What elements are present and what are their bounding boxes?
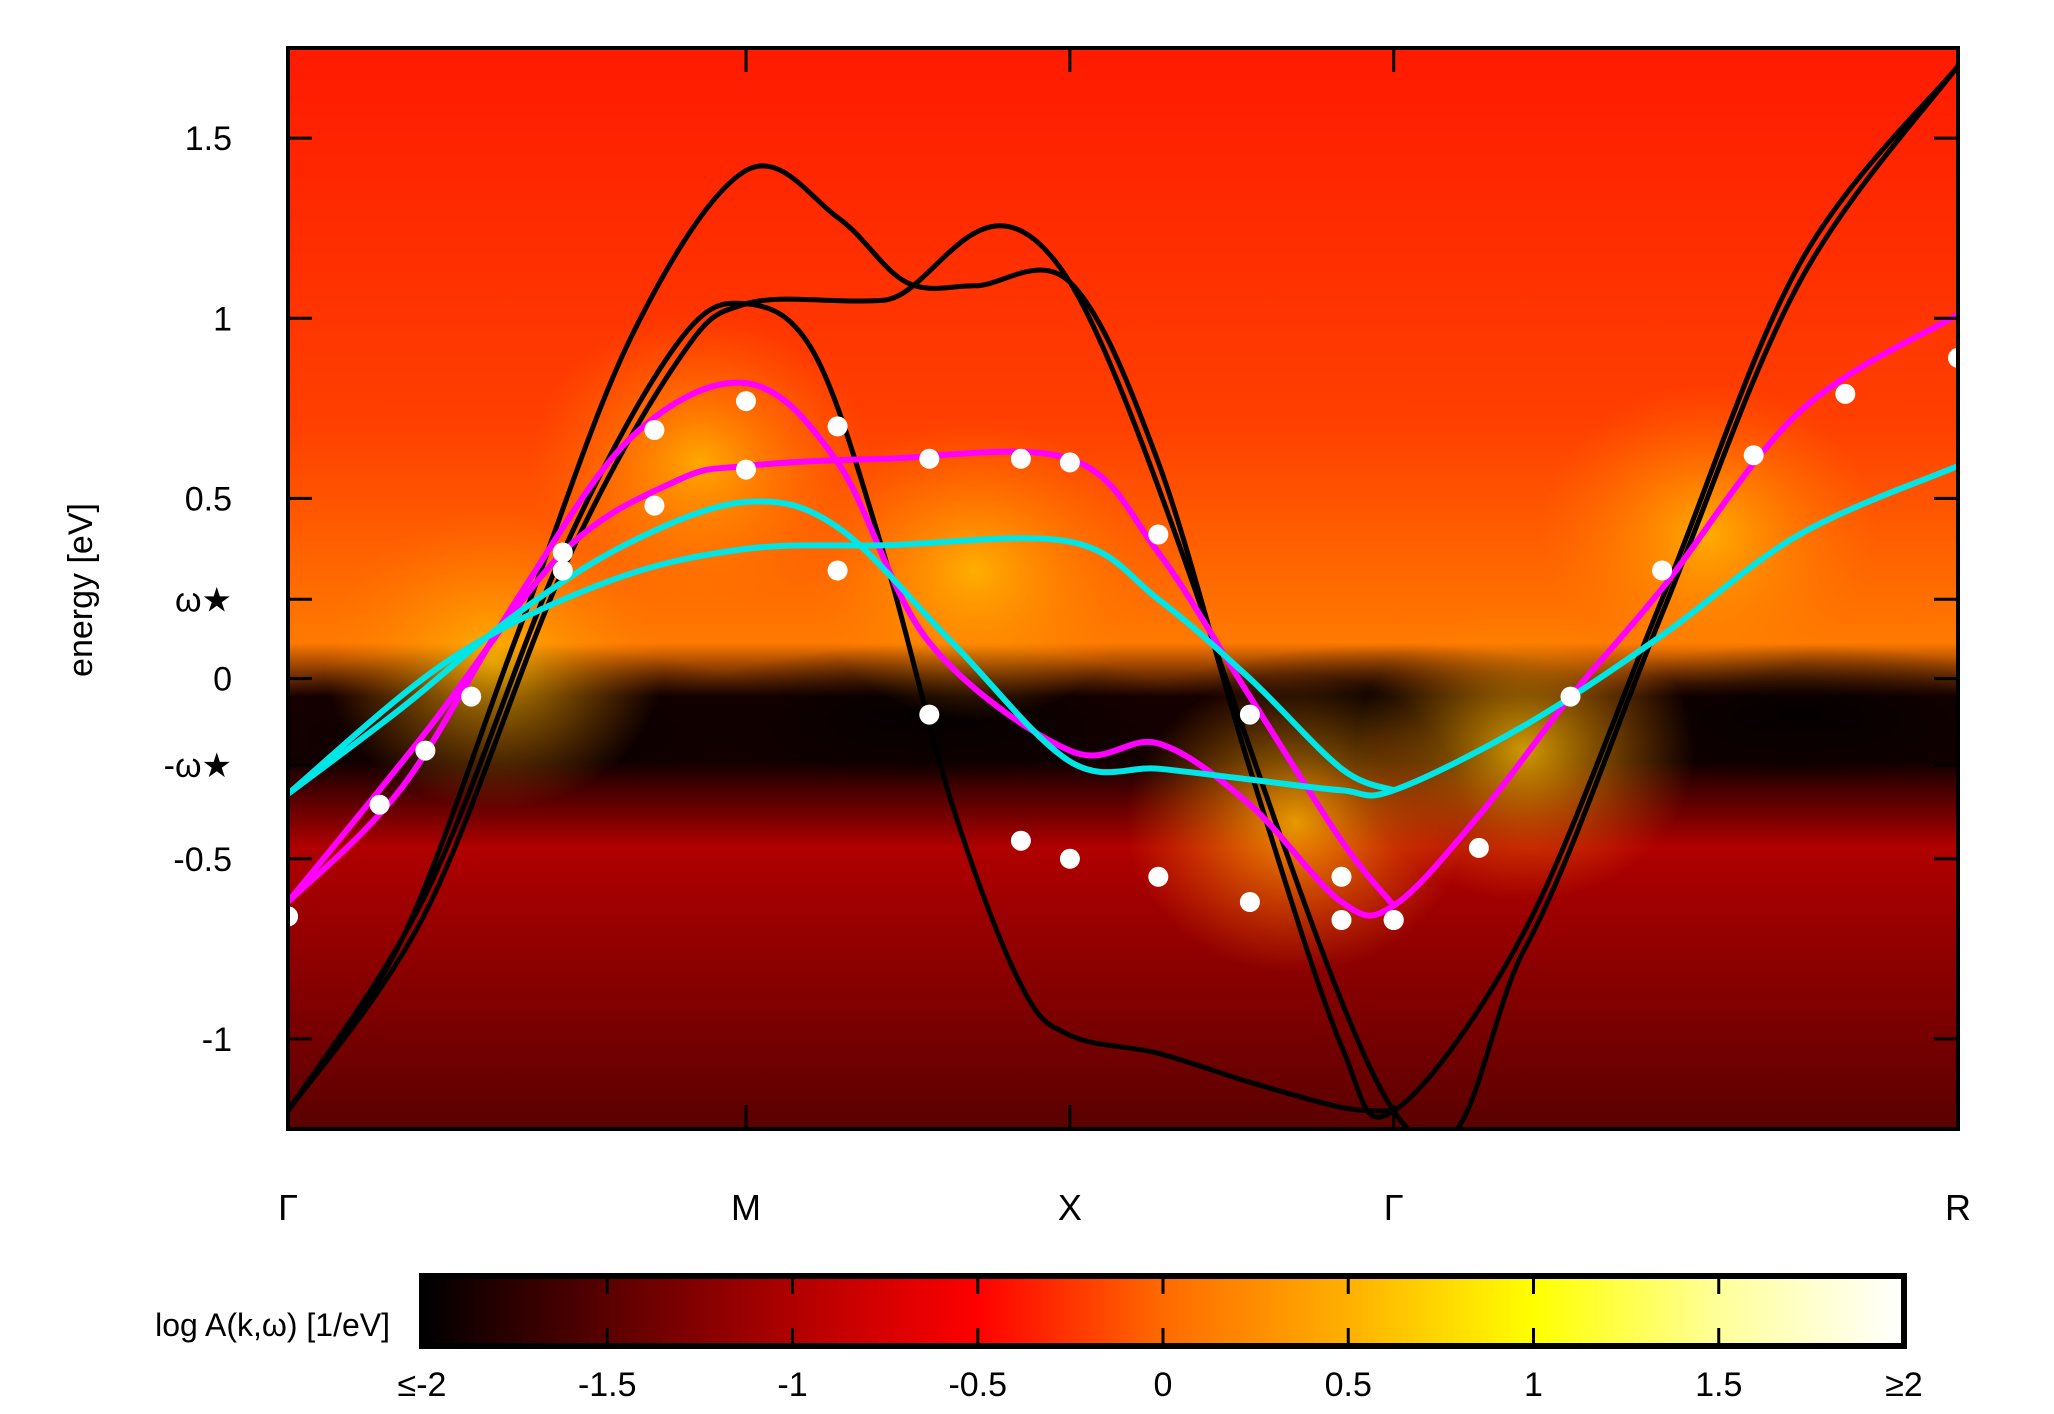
colorbar-tick-label: ≤-2 <box>398 1366 447 1404</box>
heatmap-band-glow <box>805 420 1146 721</box>
band-line-6 <box>288 535 1395 797</box>
band-point-8-6 <box>919 704 940 725</box>
heatmap-band-glow <box>1537 384 1878 685</box>
band-point-8-11 <box>1331 910 1352 930</box>
colorbar-ticks: ≤-2 -1.5 -1 -0.5 0 0.5 1 1.5 ≥2 <box>398 1276 1923 1404</box>
band-point-8-5 <box>827 560 848 581</box>
band-point-7-12 <box>1331 866 1352 887</box>
band-point-8-8 <box>1059 848 1080 869</box>
band-point-7-7 <box>919 448 940 469</box>
band-point-7-8 <box>1010 448 1031 469</box>
plot-frame <box>286 46 1960 1131</box>
band-point-8-12 <box>1383 910 1404 930</box>
band-point-8-1 <box>415 740 436 761</box>
axes: 1.5 1 0.5 ω★ 0 -ω★ -0.5 -1 Γ M X Γ R <box>164 48 1971 1228</box>
band-point-7-18 <box>1835 383 1856 404</box>
band-line-2 <box>288 64 1958 1129</box>
y-axis-title: energy [eV] <box>62 503 100 677</box>
band-point-7-5 <box>736 391 756 412</box>
band-series-layer <box>288 64 1958 1129</box>
colorbar-tick-label: -1.5 <box>578 1366 637 1404</box>
band-line-4 <box>288 448 1397 908</box>
band-point-8-2 <box>552 560 573 581</box>
band-point-7-11 <box>1239 704 1260 725</box>
band-point-7-17 <box>1743 445 1764 466</box>
band-line-3 <box>288 312 1958 919</box>
colorbar-tick-label: 1 <box>1524 1366 1543 1404</box>
heatmap-band-glow <box>1354 600 1695 901</box>
colorbar-tick-label: -1 <box>777 1366 807 1404</box>
colorbar-tick-label: 1.5 <box>1695 1366 1742 1404</box>
band-line-5 <box>288 463 1958 799</box>
band-line-1 <box>288 300 1394 1114</box>
colorbar: log A(k,ω) [1/eV] ≤-2 -1.5 -1 -0.5 0 0.5 1 1.5 ≥… <box>155 1273 1923 1404</box>
y-tick-label: -0.5 <box>173 841 232 879</box>
band-point-7-15 <box>1560 686 1581 707</box>
colorbar-tick-label: 0 <box>1154 1366 1173 1404</box>
y-tick-label: ω★ <box>175 581 232 619</box>
y-tick-label: 0 <box>213 661 232 699</box>
heatmap-band-glow <box>530 312 871 613</box>
colorbar-tick-label: -0.5 <box>948 1366 1007 1404</box>
y-tick-label: -ω★ <box>164 747 232 785</box>
spectral-function-heatmap <box>288 48 1958 1129</box>
x-tick-label: Γ <box>1384 1187 1404 1228</box>
band-point-8-10 <box>1239 892 1260 912</box>
band-point-8-0 <box>288 906 298 927</box>
band-point-8-9 <box>1148 866 1169 887</box>
colorbar-tick-label: 0.5 <box>1325 1366 1372 1404</box>
heatmap-band-glow <box>324 510 665 811</box>
band-point-7-6 <box>827 416 848 437</box>
x-tick-label: R <box>1945 1187 1971 1228</box>
y-tick-label: 0.5 <box>185 480 232 518</box>
band-point-8-7 <box>1010 830 1031 851</box>
band-point-8-4 <box>736 459 756 480</box>
band-point-7-14 <box>1468 837 1489 858</box>
y-tick-label: 1.5 <box>185 120 232 158</box>
x-tick-label: X <box>1058 1187 1082 1228</box>
x-tick-label: M <box>731 1187 761 1228</box>
band-point-7-10 <box>1148 524 1169 545</box>
band-point-7-19 <box>1948 347 1958 368</box>
colorbar-title: log A(k,ω) [1/eV] <box>155 1307 390 1343</box>
band-point-7-3 <box>552 542 573 563</box>
band-point-7-16 <box>1652 560 1673 581</box>
band-line-0 <box>288 64 1958 1120</box>
band-point-7-2 <box>461 686 482 707</box>
y-tick-label: 1 <box>213 300 232 338</box>
band-point-7-4 <box>644 420 665 440</box>
colorbar-tick-label: ≥2 <box>1885 1366 1923 1404</box>
band-point-7-1 <box>369 794 390 815</box>
x-tick-label: Γ <box>278 1187 298 1228</box>
band-point-7-9 <box>1059 452 1080 473</box>
y-tick-label: -1 <box>202 1021 232 1059</box>
band-point-8-3 <box>644 495 665 516</box>
